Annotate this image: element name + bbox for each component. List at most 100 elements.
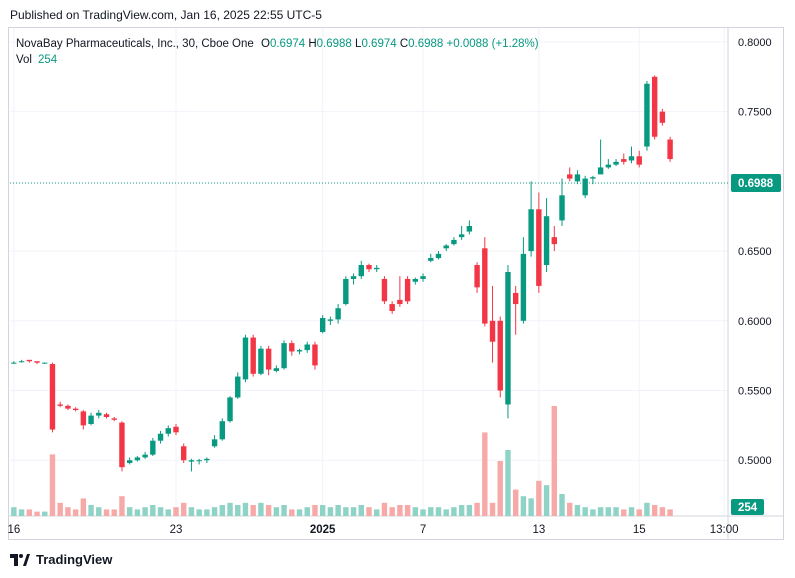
candle-body [57, 404, 63, 406]
volume-bar [111, 509, 117, 516]
candle-body [497, 320, 503, 391]
candle-body [335, 308, 341, 320]
volume-bar [443, 509, 449, 516]
volume-bar [343, 507, 349, 516]
candle-body [204, 458, 210, 461]
candle-body [520, 253, 527, 321]
candle-body [11, 362, 17, 364]
candle-body [188, 460, 195, 462]
candle-body [165, 428, 171, 434]
volume-bar [397, 505, 403, 516]
last-price-badge [731, 174, 781, 193]
close-value: 0.6988 [408, 38, 444, 50]
candle-body [42, 362, 48, 364]
x-tick-label: 23 [170, 524, 183, 536]
candle-body [613, 161, 619, 165]
candle-body [273, 368, 280, 371]
candle-body [119, 422, 125, 468]
volume-bar [458, 505, 465, 516]
candle-body [528, 209, 534, 252]
candle-body [72, 408, 79, 411]
chart-frame[interactable] [8, 27, 784, 540]
candle-body [312, 344, 318, 366]
volume-value: 254 [38, 54, 58, 66]
candle-body [126, 460, 133, 464]
candle-body [582, 178, 588, 196]
volume-bar [273, 507, 280, 516]
volume-bar [559, 494, 565, 516]
x-tick-label: 2025 [310, 524, 336, 536]
volume-bar [312, 505, 318, 516]
volume-bar [126, 507, 133, 516]
candle-body [227, 397, 233, 422]
volume-bar [621, 509, 627, 516]
candle-body [551, 237, 557, 245]
candle-body [389, 304, 395, 312]
volume-bar [520, 496, 527, 516]
candle-body [574, 174, 581, 182]
volume-bar [613, 507, 619, 516]
volume-bar [211, 507, 218, 516]
x-tick-label: 7 [420, 524, 426, 536]
volume-bar [543, 485, 550, 516]
candle-body [103, 414, 110, 418]
candle-body [489, 320, 496, 342]
volume-bar [497, 461, 503, 516]
volume-bar [551, 406, 557, 516]
candle-body [458, 234, 465, 238]
volume-bar [34, 511, 40, 516]
candle-body [134, 457, 141, 461]
volume-bar [250, 505, 256, 516]
change-value: +0.0088 (+1.28%) [446, 38, 539, 50]
volume-bar [420, 509, 426, 516]
volume-bar [296, 509, 303, 516]
y-tick-label: 0.5500 [738, 386, 772, 398]
high-label: H [308, 38, 317, 50]
volume-bar [181, 502, 187, 516]
volume-bar [605, 507, 612, 516]
candle-body [505, 272, 511, 405]
volume-bar [150, 505, 156, 516]
volume-bar [451, 507, 457, 516]
candle-body [319, 318, 326, 332]
candle-body [443, 245, 449, 249]
candle-body [605, 164, 612, 168]
y-tick-label: 0.6000 [738, 316, 772, 328]
candle-body [466, 225, 473, 232]
volume-bar [96, 507, 102, 516]
candle-body [412, 278, 419, 282]
volume-bar [265, 505, 272, 516]
candle-body [428, 258, 434, 261]
candle-body [289, 343, 295, 352]
tradingview-footer[interactable]: TradingView [10, 552, 112, 567]
candle-body [597, 167, 604, 175]
candle-body [219, 421, 226, 440]
volume-bar [165, 509, 171, 516]
volume-bar [350, 507, 357, 516]
candle-body [435, 253, 442, 259]
candle-body [451, 239, 457, 245]
volume-bar [319, 505, 326, 516]
candle-body [235, 376, 241, 398]
volume-bar [358, 505, 364, 516]
volume-bar [88, 505, 94, 516]
volume-bar [119, 496, 125, 516]
y-tick-label: 0.5000 [738, 455, 772, 467]
candle-body [343, 278, 349, 305]
candle-body [181, 446, 187, 461]
candle-body [265, 348, 272, 370]
low-label: L [355, 38, 362, 50]
candle-body [96, 412, 102, 416]
volume-bar [157, 507, 164, 516]
candle-body [621, 159, 627, 162]
symbol-name: NovaBay Pharmaceuticals, Inc., 30, Cboe … [16, 38, 254, 50]
volume-bar [628, 507, 635, 516]
candle-body [536, 209, 542, 286]
x-tick-label: 15 [633, 524, 646, 536]
volume-bar [404, 505, 411, 516]
candle-body [258, 348, 264, 374]
volume-bar [65, 507, 71, 516]
volume-label: Vol [16, 54, 32, 66]
candle-body [250, 337, 256, 374]
